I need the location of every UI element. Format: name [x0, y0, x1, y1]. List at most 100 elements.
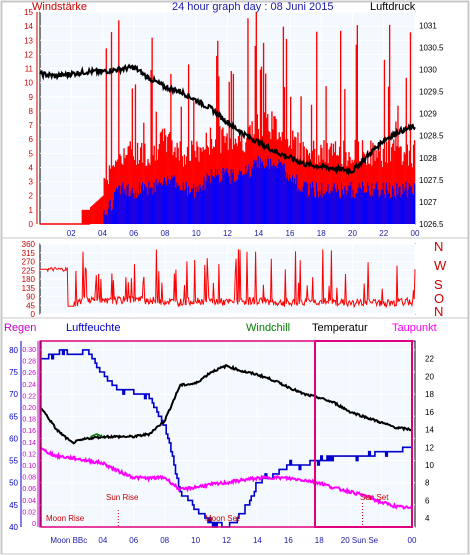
wind-gust-bar — [152, 155, 154, 224]
tick-label-pressure: 1029 — [419, 110, 437, 119]
wind-gust-bar — [326, 143, 328, 224]
chart-title: 24 hour graph day : 08 Juni 2015 — [172, 1, 333, 13]
tick-label-direction: 315 — [22, 249, 36, 258]
wind-average-bar — [159, 183, 162, 224]
wind-average-bar — [147, 195, 149, 224]
wind-gust-bar — [200, 147, 202, 224]
wind-gust-bar — [219, 126, 221, 224]
wind-gust-bar — [100, 197, 102, 224]
wind-gust-bar — [369, 164, 371, 224]
wind-average-bar — [288, 174, 291, 224]
wind-average-bar — [386, 190, 389, 224]
wind-gust-bar — [379, 142, 381, 224]
wind-average-bar — [413, 183, 416, 224]
wind-average-bar — [185, 182, 188, 224]
wind-average-bar — [150, 187, 152, 224]
wind-average-bar — [332, 186, 335, 224]
wind-average-bar — [191, 188, 193, 224]
wind-gust-bar — [332, 143, 335, 224]
wind-average-bar — [291, 181, 293, 224]
wind-gust-bar — [353, 159, 355, 224]
wind-gust-bar — [85, 209, 88, 224]
tick-label-hour-top: 18 — [317, 229, 326, 238]
wind-average-bar — [211, 175, 214, 224]
wind-average-bar — [267, 156, 269, 224]
tick-label-hour-top: 16 — [286, 229, 295, 238]
wind-average-bar — [328, 193, 330, 224]
wind-average-bar — [380, 190, 382, 224]
tick-label-direction: 225 — [22, 266, 36, 275]
direction-label-o: O — [434, 291, 444, 306]
wind-average-bar — [353, 198, 355, 224]
wind-average-bar — [268, 159, 270, 224]
wind-average-bar — [162, 181, 165, 224]
wind-average-bar — [179, 190, 181, 224]
wind-average-bar — [216, 175, 218, 224]
wind-gust-bar — [160, 131, 163, 224]
wind-average-bar — [331, 191, 334, 224]
tick-label-temperature: 16 — [425, 408, 434, 417]
wind-average-bar — [360, 190, 363, 224]
wind-average-bar — [403, 190, 405, 224]
wind-average-bar — [196, 192, 198, 224]
wind-average-bar — [392, 185, 394, 224]
wind-average-bar — [281, 165, 284, 224]
tick-label-pressure: 1030.5 — [419, 43, 444, 52]
wind-average-bar — [269, 168, 271, 224]
wind-gust-bar — [324, 162, 326, 224]
wind-gust-bar — [299, 143, 301, 224]
tick-label-pressure: 1028.5 — [419, 132, 444, 141]
wind-average-bar — [117, 189, 119, 224]
wind-average-bar — [161, 185, 164, 224]
wind-average-bar — [405, 181, 407, 224]
tick-label-wind: 10 — [24, 79, 33, 88]
wind-average-bar — [237, 174, 240, 224]
wind-average-bar — [310, 188, 313, 224]
wind-gust-bar — [196, 141, 198, 224]
wind-average-bar — [303, 181, 305, 224]
wind-average-bar — [144, 184, 146, 224]
wind-average-bar — [293, 183, 295, 224]
wind-average-bar — [259, 158, 262, 224]
wind-gust-bar — [180, 106, 182, 224]
wind-gust-bar — [320, 144, 322, 224]
wind-average-bar — [263, 168, 266, 224]
wind-gust-bar — [151, 37, 153, 225]
wind-gust-bar — [345, 152, 347, 224]
wind-average-bar — [257, 155, 260, 224]
temperature-line — [40, 364, 412, 445]
wind-average-bar — [106, 215, 109, 224]
wind-gust-bar — [293, 139, 295, 224]
tick-label-wind: 7 — [29, 121, 34, 130]
tick-label-hour-bottom: 16 — [284, 536, 293, 545]
wind-average-bar — [187, 186, 190, 224]
wind-average-bar — [391, 197, 393, 224]
wind-gust-bar — [255, 12, 257, 224]
wind-average-bar — [157, 183, 160, 224]
direction-label-w: W — [434, 258, 447, 273]
tick-label-hour-bottom: Moon BBc — [50, 536, 87, 545]
wind-average-bar — [379, 195, 381, 224]
wind-average-bar — [292, 175, 294, 224]
wind-average-bar — [297, 190, 299, 224]
wind-gust-bar — [406, 144, 409, 224]
wind-average-bar — [282, 163, 285, 224]
wind-gust-bar — [205, 132, 207, 224]
wind-average-bar — [124, 189, 126, 224]
wind-average-bar — [290, 178, 292, 224]
pressure-axis-label: Luftdruck — [370, 1, 416, 13]
wind-gust-bar — [216, 55, 218, 224]
wind-gust-bar — [328, 149, 330, 224]
tick-label-humidity: 60 — [9, 434, 18, 443]
wind-gust-bar — [249, 125, 251, 224]
wind-average-bar — [366, 192, 368, 224]
wind-gust-bar — [132, 156, 135, 224]
wind-average-bar — [384, 197, 387, 224]
wind-average-bar — [173, 175, 175, 224]
wind-average-bar — [342, 189, 344, 224]
tick-label-hour-top: 20 — [348, 229, 357, 238]
wind-gust-bar — [88, 209, 91, 224]
wind-average-bar — [299, 191, 301, 224]
tick-label-rain: 0.18 — [22, 417, 36, 424]
wind-average-bar — [184, 188, 187, 224]
